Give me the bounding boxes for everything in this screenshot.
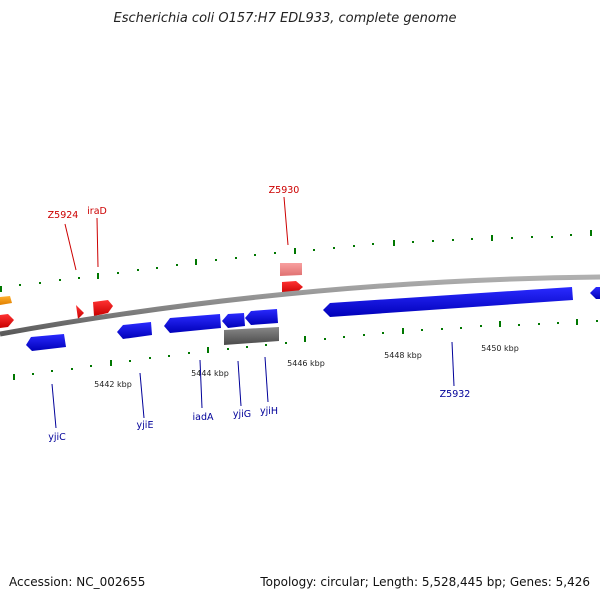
forward-strand-track bbox=[0, 263, 303, 328]
genome-backbone bbox=[0, 274, 600, 337]
gene-label-yjic[interactable]: yjiC bbox=[48, 432, 66, 443]
tick-label-5450: 5450 kbp bbox=[481, 344, 519, 353]
gene-feature-iada[interactable] bbox=[164, 314, 221, 333]
gene-label-z5924[interactable]: Z5924 bbox=[48, 210, 79, 221]
inner-tick-track bbox=[13, 319, 598, 380]
tick-label-5442: 5442 kbp bbox=[94, 380, 132, 389]
forward-label-leaders bbox=[64, 196, 289, 271]
gene-label-irad[interactable]: iraD bbox=[87, 206, 107, 217]
gene-feature-yjig[interactable] bbox=[222, 313, 245, 328]
gene-feature-gray[interactable] bbox=[224, 327, 279, 345]
gene-feature-yjih[interactable] bbox=[245, 309, 278, 325]
tick-label-5446: 5446 kbp bbox=[287, 359, 325, 368]
gene-feature-z5932[interactable] bbox=[323, 287, 573, 317]
gene-feature-z5930-faded[interactable] bbox=[280, 263, 302, 276]
tick-label-5444: 5444 kbp bbox=[191, 369, 229, 378]
gene-label-yjih[interactable]: yjiH bbox=[260, 406, 278, 417]
topology-text: Topology: circular; Length: 5,528,445 bp… bbox=[259, 575, 590, 589]
gene-feature-right-edge[interactable] bbox=[590, 287, 600, 299]
orange-feature[interactable] bbox=[0, 296, 12, 305]
gene-label-yjig[interactable]: yjiG bbox=[233, 409, 251, 420]
tick-label-5448: 5448 kbp bbox=[384, 351, 422, 360]
gene-feature-yjic[interactable] bbox=[26, 334, 66, 351]
gene-label-z5932[interactable]: Z5932 bbox=[440, 389, 471, 400]
gene-feature-yjie[interactable] bbox=[117, 322, 152, 339]
tick-labels: 5442 kbp 5444 kbp 5446 kbp 5448 kbp 5450… bbox=[94, 344, 519, 389]
gene-label-yjie[interactable]: yjiE bbox=[137, 420, 154, 431]
accession-text: Accession: NC_002655 bbox=[9, 575, 145, 589]
gene-label-iada[interactable]: iadA bbox=[193, 412, 214, 423]
gene-feature-z5924[interactable] bbox=[76, 305, 84, 319]
reverse-strand-track bbox=[26, 287, 600, 351]
reverse-label-leaders bbox=[51, 341, 455, 429]
gene-labels: Z5924 iraD Z5930 yjiC yjiE iadA yjiG yji… bbox=[48, 185, 471, 443]
outer-tick-track bbox=[0, 230, 592, 292]
gene-label-z5930[interactable]: Z5930 bbox=[269, 185, 300, 196]
gene-feature-irad[interactable] bbox=[93, 300, 113, 316]
map-title: Escherichia coli O157:H7 EDL933, complet… bbox=[114, 11, 457, 26]
gene-feature-left-red[interactable] bbox=[0, 314, 14, 328]
